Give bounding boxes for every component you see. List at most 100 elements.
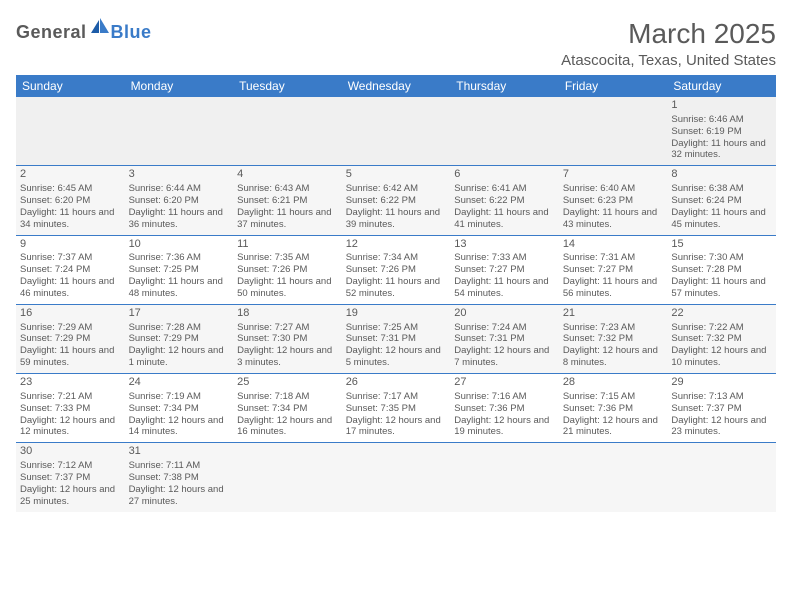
calendar-table: Sunday Monday Tuesday Wednesday Thursday… [16,75,776,512]
sunset-line: Sunset: 6:21 PM [237,195,338,207]
daylight-line: Daylight: 11 hours and 36 minutes. [129,207,230,231]
day-number: 3 [129,168,230,182]
sunset-line: Sunset: 7:36 PM [454,403,555,415]
day-number: 2 [20,168,121,182]
daylight-line: Daylight: 11 hours and 50 minutes. [237,276,338,300]
day-number: 13 [454,238,555,252]
daylight-line: Daylight: 12 hours and 14 minutes. [129,415,230,439]
day-number: 19 [346,307,447,321]
daylight-line: Daylight: 11 hours and 56 minutes. [563,276,664,300]
weekday-header: Sunday [16,75,125,97]
sunrise-line: Sunrise: 7:35 AM [237,252,338,264]
daylight-line: Daylight: 12 hours and 21 minutes. [563,415,664,439]
calendar-day-cell: 29Sunrise: 7:13 AMSunset: 7:37 PMDayligh… [667,374,776,443]
day-number: 12 [346,238,447,252]
sunset-line: Sunset: 7:31 PM [454,333,555,345]
daylight-line: Daylight: 11 hours and 39 minutes. [346,207,447,231]
day-number: 29 [671,376,772,390]
daylight-line: Daylight: 11 hours and 46 minutes. [20,276,121,300]
day-number: 16 [20,307,121,321]
calendar-day-cell: 19Sunrise: 7:25 AMSunset: 7:31 PMDayligh… [342,304,451,373]
day-number: 21 [563,307,664,321]
daylight-line: Daylight: 12 hours and 16 minutes. [237,415,338,439]
calendar-week-row: 16Sunrise: 7:29 AMSunset: 7:29 PMDayligh… [16,304,776,373]
sunset-line: Sunset: 7:34 PM [237,403,338,415]
sunrise-line: Sunrise: 7:37 AM [20,252,121,264]
daylight-line: Daylight: 12 hours and 17 minutes. [346,415,447,439]
weekday-header: Thursday [450,75,559,97]
day-number: 23 [20,376,121,390]
calendar-day-cell: 8Sunrise: 6:38 AMSunset: 6:24 PMDaylight… [667,166,776,235]
calendar-day-cell [450,443,559,512]
sunset-line: Sunset: 7:26 PM [237,264,338,276]
sunset-line: Sunset: 7:27 PM [563,264,664,276]
sunset-line: Sunset: 6:22 PM [346,195,447,207]
calendar-day-cell: 6Sunrise: 6:41 AMSunset: 6:22 PMDaylight… [450,166,559,235]
calendar-day-cell: 10Sunrise: 7:36 AMSunset: 7:25 PMDayligh… [125,235,234,304]
sunset-line: Sunset: 7:28 PM [671,264,772,276]
page-header: General Blue March 2025 Atascocita, Texa… [16,18,776,69]
sunset-line: Sunset: 7:37 PM [20,472,121,484]
day-number: 14 [563,238,664,252]
sunset-line: Sunset: 7:24 PM [20,264,121,276]
daylight-line: Daylight: 12 hours and 10 minutes. [671,345,772,369]
sunrise-line: Sunrise: 6:46 AM [671,114,772,126]
sunset-line: Sunset: 6:20 PM [129,195,230,207]
sunrise-line: Sunrise: 7:15 AM [563,391,664,403]
sunrise-line: Sunrise: 7:19 AM [129,391,230,403]
sunrise-line: Sunrise: 7:24 AM [454,322,555,334]
day-number: 24 [129,376,230,390]
calendar-day-cell: 12Sunrise: 7:34 AMSunset: 7:26 PMDayligh… [342,235,451,304]
sunset-line: Sunset: 7:29 PM [129,333,230,345]
calendar-day-cell: 18Sunrise: 7:27 AMSunset: 7:30 PMDayligh… [233,304,342,373]
sunrise-line: Sunrise: 7:36 AM [129,252,230,264]
daylight-line: Daylight: 12 hours and 25 minutes. [20,484,121,508]
sunrise-line: Sunrise: 7:23 AM [563,322,664,334]
calendar-day-cell: 26Sunrise: 7:17 AMSunset: 7:35 PMDayligh… [342,374,451,443]
calendar-day-cell [667,443,776,512]
daylight-line: Daylight: 11 hours and 48 minutes. [129,276,230,300]
calendar-day-cell: 11Sunrise: 7:35 AMSunset: 7:26 PMDayligh… [233,235,342,304]
sunrise-line: Sunrise: 7:16 AM [454,391,555,403]
sunset-line: Sunset: 7:33 PM [20,403,121,415]
calendar-day-cell [559,443,668,512]
daylight-line: Daylight: 12 hours and 8 minutes. [563,345,664,369]
calendar-day-cell: 27Sunrise: 7:16 AMSunset: 7:36 PMDayligh… [450,374,559,443]
logo-text-part1: General [16,22,87,43]
calendar-day-cell: 14Sunrise: 7:31 AMSunset: 7:27 PMDayligh… [559,235,668,304]
sunset-line: Sunset: 7:35 PM [346,403,447,415]
daylight-line: Daylight: 12 hours and 27 minutes. [129,484,230,508]
daylight-line: Daylight: 11 hours and 37 minutes. [237,207,338,231]
day-number: 28 [563,376,664,390]
day-number: 11 [237,238,338,252]
day-number: 18 [237,307,338,321]
month-title: March 2025 [561,18,776,50]
sunset-line: Sunset: 6:23 PM [563,195,664,207]
sunset-line: Sunset: 7:29 PM [20,333,121,345]
sunrise-line: Sunrise: 6:45 AM [20,183,121,195]
calendar-day-cell: 5Sunrise: 6:42 AMSunset: 6:22 PMDaylight… [342,166,451,235]
daylight-line: Daylight: 11 hours and 45 minutes. [671,207,772,231]
weekday-header: Saturday [667,75,776,97]
daylight-line: Daylight: 11 hours and 41 minutes. [454,207,555,231]
calendar-day-cell: 2Sunrise: 6:45 AMSunset: 6:20 PMDaylight… [16,166,125,235]
calendar-day-cell: 23Sunrise: 7:21 AMSunset: 7:33 PMDayligh… [16,374,125,443]
day-number: 26 [346,376,447,390]
weekday-header: Wednesday [342,75,451,97]
title-block: March 2025 Atascocita, Texas, United Sta… [561,18,776,69]
day-number: 30 [20,445,121,459]
day-number: 22 [671,307,772,321]
daylight-line: Daylight: 11 hours and 34 minutes. [20,207,121,231]
sunset-line: Sunset: 7:27 PM [454,264,555,276]
calendar-day-cell: 1Sunrise: 6:46 AMSunset: 6:19 PMDaylight… [667,97,776,166]
day-number: 10 [129,238,230,252]
daylight-line: Daylight: 12 hours and 19 minutes. [454,415,555,439]
calendar-day-cell: 9Sunrise: 7:37 AMSunset: 7:24 PMDaylight… [16,235,125,304]
sunrise-line: Sunrise: 7:12 AM [20,460,121,472]
sunrise-line: Sunrise: 7:21 AM [20,391,121,403]
calendar-day-cell: 4Sunrise: 6:43 AMSunset: 6:21 PMDaylight… [233,166,342,235]
daylight-line: Daylight: 11 hours and 32 minutes. [671,138,772,162]
calendar-day-cell [559,97,668,166]
sunrise-line: Sunrise: 7:30 AM [671,252,772,264]
sunset-line: Sunset: 6:24 PM [671,195,772,207]
